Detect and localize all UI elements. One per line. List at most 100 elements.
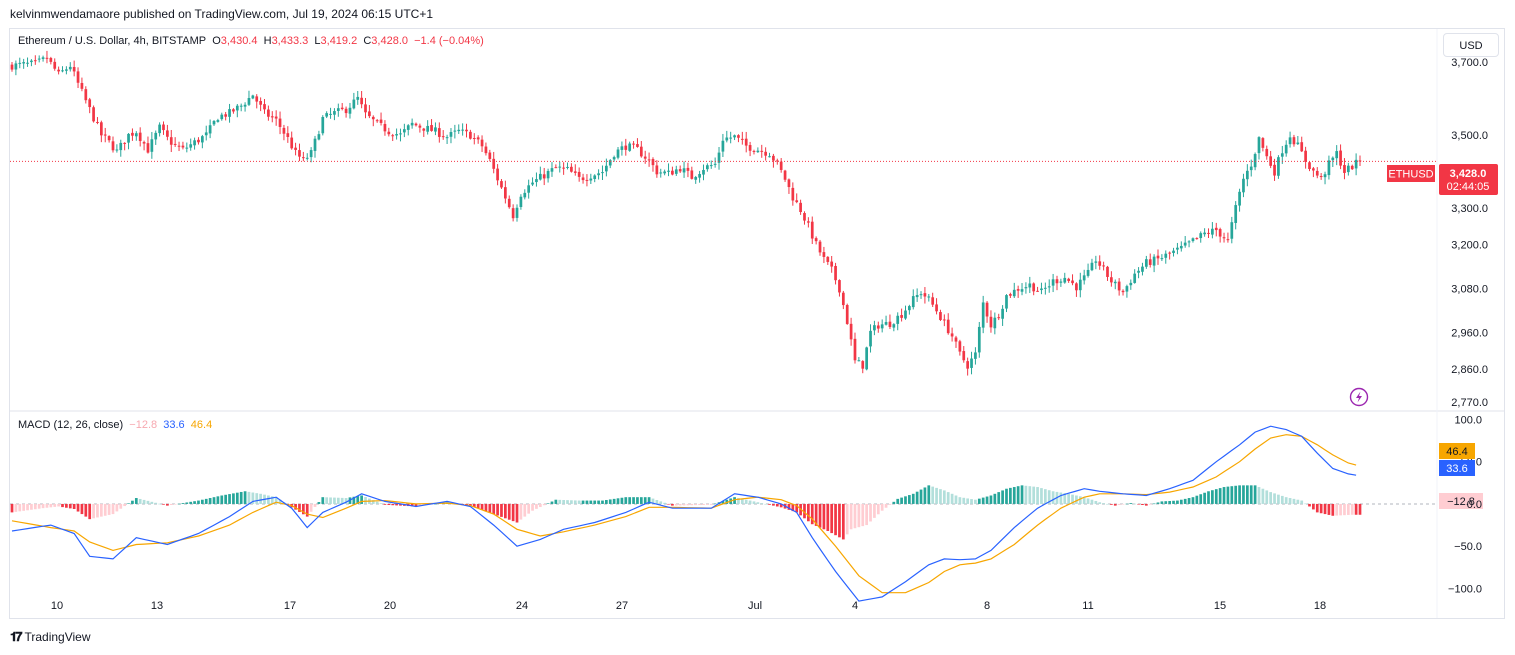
- macd-histogram-bar: [247, 491, 251, 504]
- candle-body: [317, 134, 321, 140]
- candle-body: [1249, 166, 1253, 171]
- time-tick-label: 15: [1214, 600, 1226, 612]
- candle-body: [301, 157, 305, 159]
- macd-histogram-bar: [690, 503, 694, 506]
- currency-button[interactable]: USD: [1443, 33, 1499, 57]
- macd-histogram-bar: [305, 503, 309, 517]
- symbol-label[interactable]: Ethereum / U.S. Dollar, 4h, BITSTAMP: [18, 35, 207, 47]
- candle-body: [577, 171, 581, 177]
- candle-body: [111, 141, 115, 151]
- candle-body: [181, 145, 185, 148]
- time-tick-label: 18: [1314, 600, 1326, 612]
- macd-histogram-bar: [585, 500, 589, 504]
- macd-histogram-bar: [869, 503, 872, 522]
- candle-body: [115, 149, 119, 151]
- candle-body: [263, 104, 266, 110]
- macd-histogram-bar: [1121, 503, 1125, 505]
- candle-body: [488, 152, 492, 159]
- macd-histogram-bar: [873, 503, 876, 518]
- macd-histogram-bar: [663, 502, 666, 504]
- time-tick-label: 8: [984, 600, 990, 612]
- macd-histogram-bar: [620, 497, 624, 504]
- candle-body: [523, 192, 527, 198]
- candle-body: [639, 146, 643, 157]
- candle-body: [1051, 279, 1055, 286]
- tradingview-logo[interactable]: 𝟏𝟕 TradingView: [10, 629, 91, 645]
- candle-body: [131, 132, 134, 136]
- candle-body: [760, 150, 764, 152]
- candle-body: [348, 107, 352, 114]
- macd-histogram-bar: [1312, 503, 1315, 510]
- candle-body: [383, 123, 387, 132]
- candle-body: [426, 125, 430, 132]
- macd-histogram-bar: [1106, 503, 1109, 505]
- candle-body: [597, 173, 600, 176]
- macd-histogram-bar: [581, 500, 585, 504]
- price-tick-label: 3,300.0: [1451, 203, 1488, 215]
- macd-histogram-bar: [239, 491, 243, 504]
- candle-body: [313, 138, 317, 151]
- macd-line: [11, 425, 1357, 602]
- candle-body: [519, 196, 523, 208]
- macd-histogram-bar: [566, 500, 569, 504]
- macd-histogram-bar: [309, 503, 313, 512]
- macd-histogram-bar: [469, 503, 472, 506]
- candle-body: [1168, 252, 1172, 254]
- signal-tag-bg: [1439, 443, 1475, 459]
- macd-histogram-bar: [791, 503, 795, 512]
- symbol-legend[interactable]: Ethereum / U.S. Dollar, 4h, BITSTAMP O3,…: [18, 35, 484, 47]
- candle-body: [1016, 289, 1020, 291]
- candle-body: [1117, 281, 1121, 291]
- candle-body: [352, 99, 356, 109]
- macd-legend[interactable]: MACD (12, 26, close) −12.8 33.6 46.4: [18, 419, 212, 431]
- macd-histogram-bar: [605, 499, 608, 504]
- candle-body: [30, 60, 33, 63]
- candle-body: [783, 170, 787, 180]
- macd-histogram-bar: [301, 503, 305, 515]
- macd-histogram-bar: [639, 497, 643, 504]
- candle-body: [282, 127, 286, 134]
- macd-histogram-bar: [496, 503, 499, 516]
- macd-histogram-bar: [10, 503, 14, 513]
- macd-histogram-bar: [1075, 495, 1078, 504]
- candle-body: [853, 338, 857, 361]
- candle-body: [826, 256, 830, 262]
- candle-body: [807, 221, 810, 223]
- candle-body: [1308, 162, 1311, 170]
- macd-histogram-bar: [904, 496, 907, 504]
- candle-body: [65, 69, 68, 71]
- macd-histogram-bar: [1141, 503, 1144, 505]
- candle-body: [974, 352, 977, 359]
- candle-body: [694, 177, 698, 180]
- candle-body: [931, 297, 935, 305]
- candle-body: [554, 167, 558, 169]
- candle-body: [923, 293, 927, 297]
- macd-histogram-bar: [88, 503, 92, 520]
- close-value: 3,428.0: [371, 35, 408, 47]
- candle-body: [49, 57, 53, 62]
- macd-histogram-bar: [488, 503, 492, 513]
- macd-histogram-bar: [251, 492, 255, 504]
- price-tick-label: 2,860.0: [1451, 364, 1488, 376]
- lightning-icon[interactable]: [1349, 387, 1369, 407]
- macd-histogram-bar: [752, 501, 756, 504]
- macd-histogram-bar: [274, 497, 278, 504]
- macd-histogram-bar: [193, 501, 196, 504]
- candle-body: [123, 142, 127, 144]
- time-axis[interactable]: 10 13 17 20 24 27 Jul 4 8 11 15 18: [51, 600, 1326, 612]
- candle-body: [892, 324, 896, 328]
- macd-legend-label[interactable]: MACD (12, 26, close): [18, 419, 124, 431]
- candle-body: [158, 124, 161, 134]
- low-value: 3,419.2: [320, 35, 358, 47]
- candle-body: [294, 147, 297, 150]
- candle-body: [678, 169, 682, 172]
- macd-histogram-bar: [1160, 501, 1164, 504]
- macd-histogram-bar: [492, 503, 496, 515]
- candle-body: [1102, 265, 1105, 267]
- price-axis[interactable]: 3,700.0 3,500.0 3,300.0 3,200.0 3,080.0 2,960…: [1451, 57, 1488, 409]
- macd-histogram-bar: [1308, 503, 1311, 507]
- candle-body: [185, 147, 189, 149]
- macd-histogram-bar: [84, 503, 88, 517]
- macd-histogram-bar: [1269, 492, 1273, 504]
